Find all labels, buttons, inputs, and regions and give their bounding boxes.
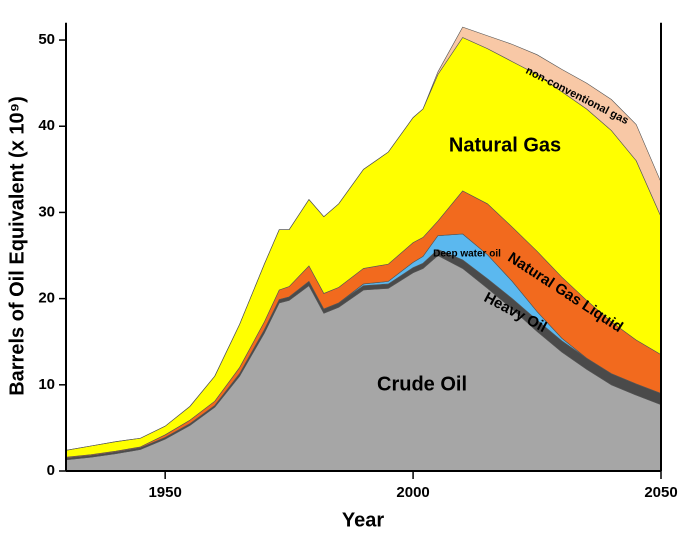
y-tick-label: 40	[38, 117, 55, 134]
y-axis-title: Barrels of Oil Equivalent (x 10⁹)	[6, 96, 28, 396]
y-tick-label: 50	[38, 31, 55, 48]
x-tick-label: 1950	[148, 484, 181, 501]
area-label: Deep water oil	[433, 249, 501, 260]
area-label: Natural Gas	[449, 134, 561, 156]
x-tick-label: 2050	[644, 484, 677, 501]
y-tick-label: 20	[38, 290, 55, 307]
x-tick-label: 2000	[396, 484, 429, 501]
area-label: Crude Oil	[377, 373, 467, 395]
y-tick-label: 0	[47, 462, 55, 479]
x-axis-title: Year	[342, 509, 384, 531]
y-tick-label: 10	[38, 376, 55, 393]
y-tick-label: 30	[38, 203, 55, 220]
